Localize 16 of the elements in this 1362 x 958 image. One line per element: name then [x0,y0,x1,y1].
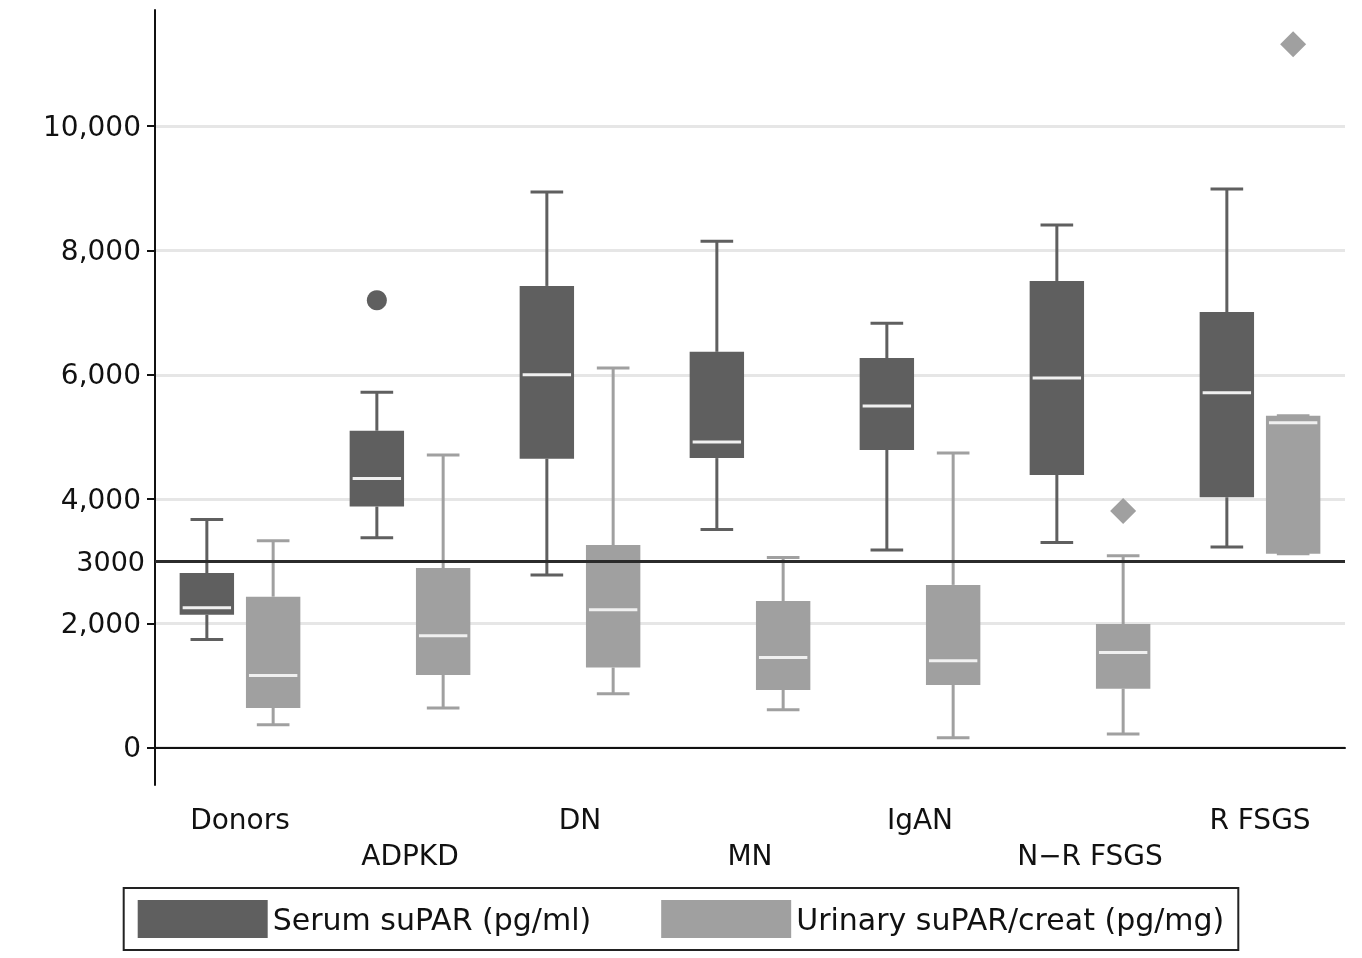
y-tick-label: 0 [123,731,141,765]
y-tick-label: 2,000 [60,606,141,640]
ref-line-label: 3000 [76,545,145,577]
x-tick-label: MN [727,838,773,872]
y-tick-label: 8,000 [60,234,141,268]
x-tick-label: IgAN [886,802,954,836]
legend-label: Serum suPAR (pg/ml) [272,901,592,937]
x-tick-label: ADPKD [361,838,459,872]
y-tick-label: 6,000 [60,358,141,392]
x-tick-label: DN [558,802,602,836]
x-tick-label: N−R FSGS [1017,838,1163,872]
legend-label: Urinary suPAR/creat (pg/mg) [796,901,1225,937]
y-tick-label: 4,000 [60,482,141,516]
x-tick-label: Donors [190,802,290,836]
y-tick-label: 10,000 [43,109,141,143]
x-tick-label: R FSGS [1209,802,1311,836]
